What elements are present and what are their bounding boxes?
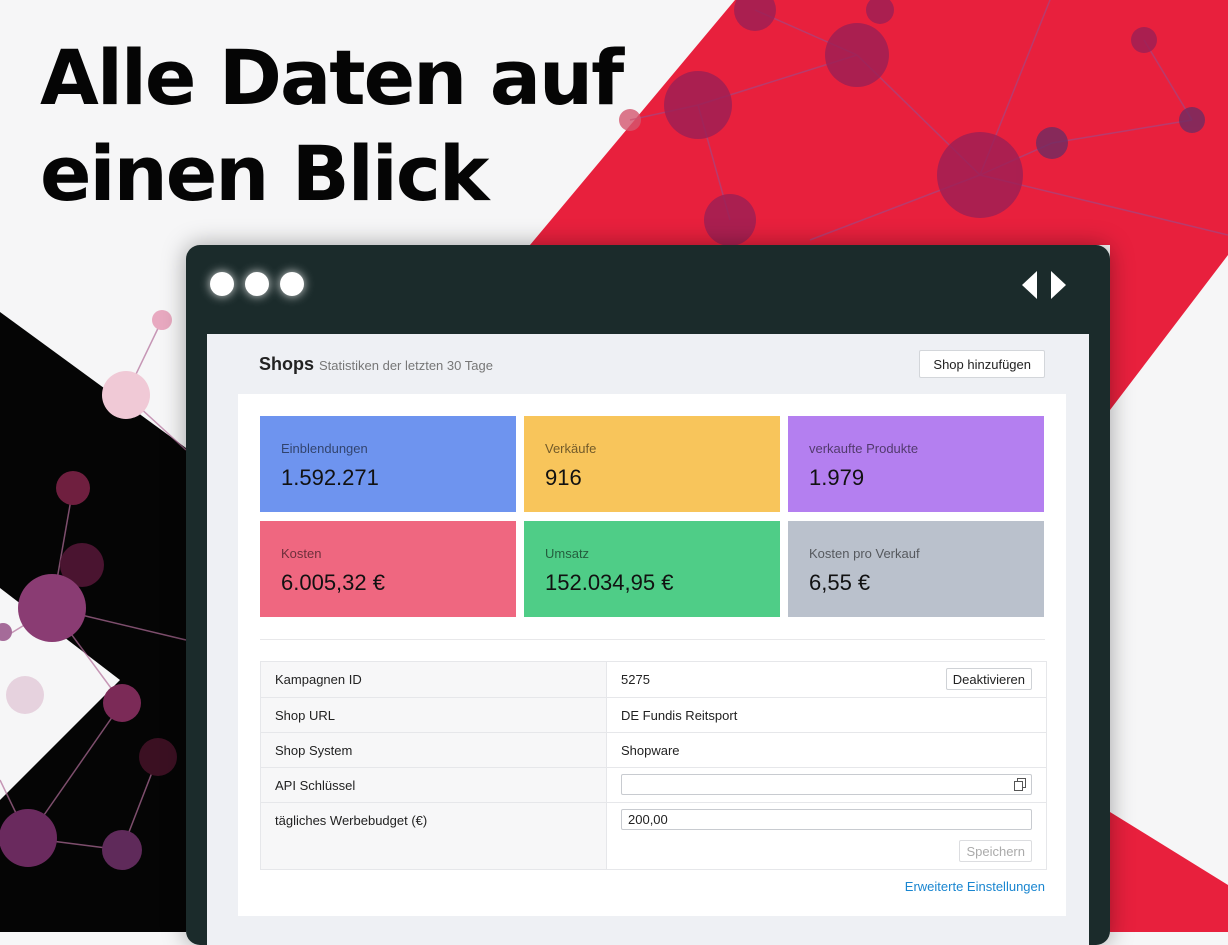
- api-key-input[interactable]: [621, 774, 1032, 795]
- stat-value: 916: [545, 465, 582, 490]
- stats-grid: Einblendungen 1.592.271 Verkäufe 916 ver…: [260, 416, 1044, 617]
- budget-cell: Speichern: [607, 803, 1046, 869]
- stat-value: 6,55 €: [809, 570, 871, 595]
- stat-label: Verkäufe: [545, 441, 597, 456]
- app-content: Shops Statistiken der letzten 30 Tage Sh…: [207, 334, 1089, 945]
- shop-system-value: Shopware: [621, 743, 680, 758]
- shop-url-value: DE Fundis Reitsport: [621, 708, 738, 723]
- table-row: Kampagnen ID 5275 Deaktivieren: [261, 662, 1046, 698]
- api-key-label: API Schlüssel: [261, 768, 607, 802]
- table-row: Shop URL DE Fundis Reitsport: [261, 698, 1046, 733]
- stat-value: 1.979: [809, 465, 865, 490]
- copy-icon[interactable]: [1014, 778, 1026, 791]
- table-row: tägliches Werbebudget (€) Speichern: [261, 803, 1046, 869]
- api-key-wrapper: [621, 774, 1032, 795]
- advanced-settings-link[interactable]: Erweiterte Einstellungen: [904, 879, 1045, 894]
- budget-input[interactable]: [621, 809, 1032, 830]
- shop-info-table: Kampagnen ID 5275 Deaktivieren Shop URL …: [260, 661, 1047, 870]
- headline-line-2: einen Blick: [40, 129, 489, 218]
- table-row: Shop System Shopware: [261, 733, 1046, 768]
- budget-label: tägliches Werbebudget (€): [261, 803, 607, 869]
- stat-value: 6.005,32 €: [281, 570, 385, 595]
- stat-card-costs: Kosten 6.005,32 €: [260, 521, 516, 617]
- window-controls: [210, 272, 304, 296]
- save-button[interactable]: Speichern: [959, 840, 1032, 862]
- stat-value: 1.592.271: [281, 465, 379, 490]
- deactivate-button[interactable]: Deaktivieren: [945, 668, 1032, 690]
- window-dot-icon[interactable]: [210, 272, 234, 296]
- stat-card-products-sold: verkaufte Produkte 1.979: [788, 416, 1044, 512]
- shop-system-label: Shop System: [261, 733, 607, 767]
- headline: Alle Daten auf einen Blick: [40, 30, 624, 222]
- stat-card-sales: Verkäufe 916: [524, 416, 780, 512]
- stat-label: Einblendungen: [281, 441, 368, 456]
- stat-card-cost-per-sale: Kosten pro Verkauf 6,55 €: [788, 521, 1044, 617]
- window-dot-icon[interactable]: [280, 272, 304, 296]
- window-dot-icon[interactable]: [245, 272, 269, 296]
- stat-card-impressions: Einblendungen 1.592.271: [260, 416, 516, 512]
- campaign-id-label: Kampagnen ID: [261, 662, 607, 697]
- shop-panel: Einblendungen 1.592.271 Verkäufe 916 ver…: [238, 394, 1066, 916]
- shop-url-label: Shop URL: [261, 698, 607, 732]
- divider: [260, 639, 1045, 640]
- add-shop-button[interactable]: Shop hinzufügen: [919, 350, 1045, 378]
- campaign-id-cell: 5275 Deaktivieren: [607, 662, 1046, 697]
- api-key-cell: [607, 768, 1046, 802]
- chevron-left-icon[interactable]: [1022, 271, 1037, 299]
- page-title: Shops: [259, 354, 315, 374]
- stat-label: Kosten pro Verkauf: [809, 546, 920, 561]
- chevron-right-icon[interactable]: [1051, 271, 1066, 299]
- table-row: API Schlüssel: [261, 768, 1046, 803]
- page-subtitle: Statistiken der letzten 30 Tage: [319, 358, 493, 373]
- stat-label: Umsatz: [545, 546, 590, 561]
- stat-label: verkaufte Produkte: [809, 441, 919, 456]
- campaign-id-value: 5275: [621, 672, 650, 687]
- browser-window: Shops Statistiken der letzten 30 Tage Sh…: [186, 245, 1110, 945]
- stat-value: 152.034,95 €: [545, 570, 674, 595]
- shops-header: Shops Statistiken der letzten 30 Tage Sh…: [259, 350, 1045, 380]
- stat-label: Kosten: [281, 546, 322, 561]
- navigation-arrows: [1022, 271, 1066, 299]
- headline-line-1: Alle Daten auf: [40, 33, 624, 122]
- stat-card-revenue: Umsatz 152.034,95 €: [524, 521, 780, 617]
